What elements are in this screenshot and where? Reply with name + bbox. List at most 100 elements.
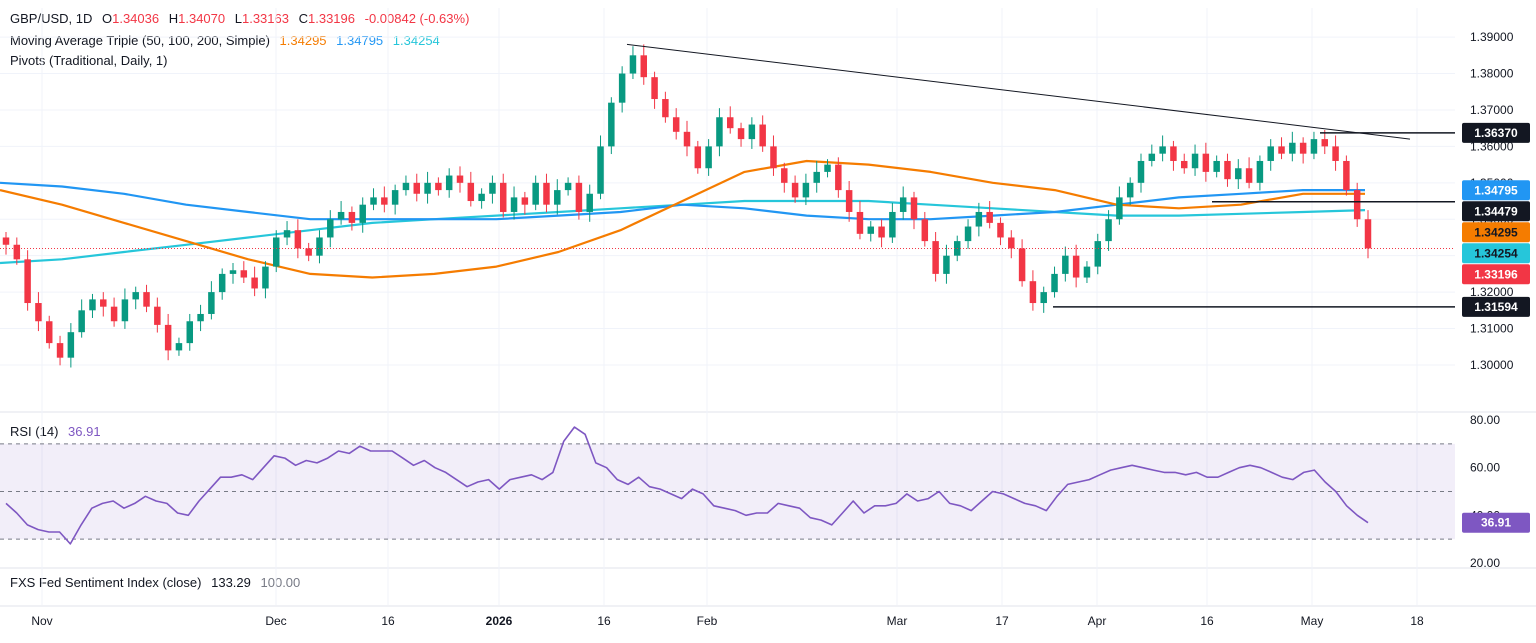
candle-body: [943, 255, 950, 274]
candle-body: [921, 219, 929, 242]
price-tag-label: 1.31594: [1474, 300, 1518, 314]
candle-body: [1299, 142, 1307, 154]
low-value: 1.33163: [241, 11, 289, 26]
price-tag-label: 1.34479: [1474, 204, 1518, 218]
x-tick-label: Mar: [887, 614, 908, 628]
candle-body: [445, 175, 453, 191]
price-tag: [1462, 122, 1530, 143]
price-tag-label: 1.34254: [1474, 246, 1518, 260]
y-tick-label: 1.39000: [1470, 30, 1514, 44]
candle-body: [359, 204, 366, 223]
candle-body: [391, 190, 399, 205]
rsi-pane: [0, 426, 1455, 545]
high-label: H1.34070: [168, 11, 226, 26]
candle-body: [370, 197, 377, 205]
candle-body: [575, 182, 583, 212]
ma200-line: [0, 199, 1366, 265]
high-value: 1.34070: [178, 11, 226, 26]
candle-body: [2, 237, 10, 245]
candle-body: [683, 131, 691, 147]
candle-body: [737, 128, 745, 140]
candle-body: [337, 211, 345, 220]
candle-body: [748, 124, 756, 140]
candle-body: [1008, 237, 1015, 249]
candle-body: [489, 182, 496, 194]
rsi-value-tag-label: 36.91: [1481, 516, 1511, 530]
candle-body: [1278, 146, 1285, 154]
candle-body: [186, 321, 194, 344]
candle-body: [13, 244, 21, 260]
candle-body: [694, 146, 702, 169]
x-tick-label: Feb: [697, 614, 718, 628]
candle-body: [143, 292, 150, 307]
candle-body: [327, 219, 334, 238]
candle-body: [381, 197, 388, 205]
candle-body: [1170, 146, 1177, 161]
candle-body: [272, 237, 280, 267]
candle-body: [305, 248, 312, 256]
candle-body: [1083, 266, 1091, 278]
candle-body: [899, 197, 907, 212]
candle-body: [618, 73, 626, 103]
candle-body: [197, 313, 204, 322]
rsi-legend-value: 36.91: [68, 424, 101, 439]
rsi-tick-label: 20.00: [1470, 556, 1500, 570]
x-tick-label: 16: [597, 614, 611, 628]
candle-body: [1051, 273, 1058, 293]
rsi-title: RSI (14): [10, 424, 59, 439]
open-value: 1.34036: [112, 11, 160, 26]
candle-body: [45, 321, 53, 344]
y-tick-label: 1.30000: [1470, 358, 1514, 372]
fxs-value-1: 133.29: [211, 575, 251, 590]
candle-body: [1072, 255, 1080, 278]
fxs-title: FXS Fed Sentiment Index (close): [10, 575, 202, 590]
candle-body: [424, 182, 431, 194]
candle-body: [283, 230, 291, 238]
candle-body: [1202, 153, 1210, 172]
x-tick-label: 16: [381, 614, 395, 628]
candle-body: [316, 237, 323, 256]
candle-body: [1321, 139, 1329, 147]
candle-body: [78, 310, 85, 333]
candle-body: [932, 241, 939, 274]
candle-body: [1191, 153, 1199, 169]
candle-body: [1245, 168, 1253, 183]
candle-body: [229, 270, 237, 274]
candle-body: [456, 175, 464, 183]
price-tag-label: 1.33196: [1474, 267, 1518, 281]
candle-body: [845, 190, 853, 212]
x-tick-label: 18: [1410, 614, 1424, 628]
candle-body: [132, 292, 139, 300]
fxs-legend: FXS Fed Sentiment Index (close) 133.29 1…: [10, 575, 306, 591]
open-label: O1.34036: [101, 11, 160, 26]
candle-body: [402, 182, 410, 191]
candle-body: [1018, 248, 1026, 282]
candle-body: [705, 146, 712, 169]
x-tick-label: 16: [1200, 614, 1214, 628]
pivots-legend: Pivots (Traditional, Daily, 1): [10, 53, 174, 69]
price-tag: [1462, 180, 1530, 201]
candle-body: [640, 55, 648, 78]
candle-body: [910, 197, 918, 220]
x-tick-label: May: [1301, 614, 1324, 628]
candle-body: [759, 124, 766, 147]
candle-body: [499, 182, 507, 212]
candle-body: [510, 197, 518, 212]
candle-body: [878, 226, 885, 238]
candle-body: [629, 55, 637, 74]
candle-body: [1343, 160, 1350, 191]
price-tag: [1462, 264, 1530, 285]
candle-body: [110, 306, 118, 322]
candle-body: [435, 182, 442, 191]
x-tick-label: Apr: [1088, 614, 1107, 628]
price-tag: [1462, 296, 1530, 317]
symbol-label: GBP/USD, 1D: [10, 11, 93, 26]
ma100-line: [0, 181, 1365, 221]
price-tag-label: 1.34295: [1474, 225, 1518, 239]
candle-body: [1267, 146, 1274, 161]
price-tag: [1462, 222, 1530, 243]
candle-body: [1353, 190, 1361, 220]
candle-body: [1062, 255, 1069, 274]
candle-body: [597, 146, 604, 194]
